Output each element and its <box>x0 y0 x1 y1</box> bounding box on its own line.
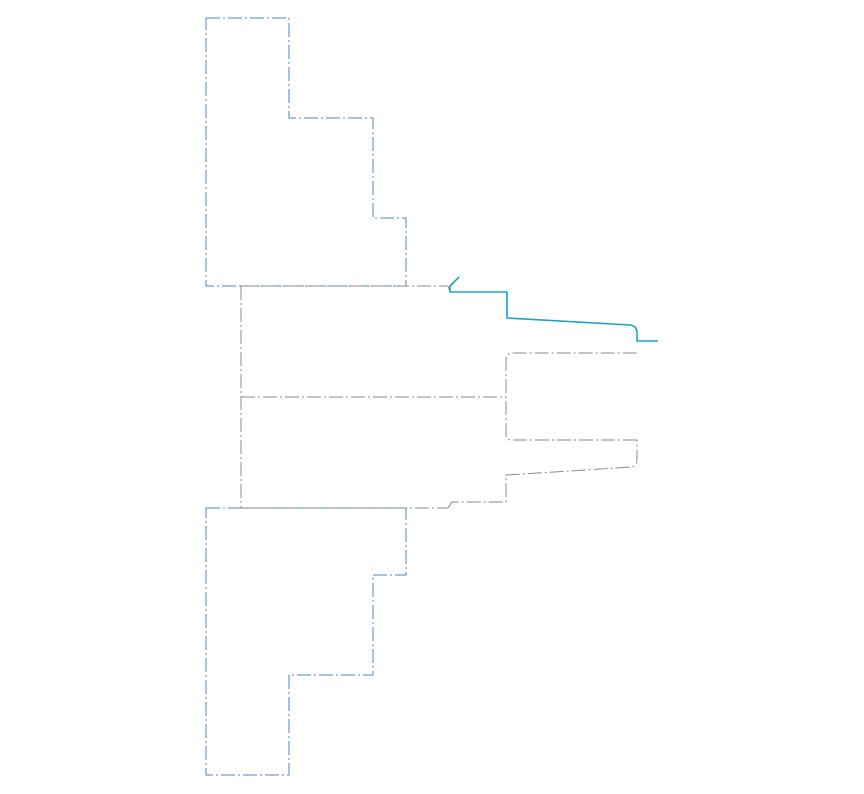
part-profile-lower <box>447 440 638 509</box>
finishing-toolpath <box>449 276 658 342</box>
bore-profile <box>505 352 637 441</box>
stock-block <box>240 285 448 509</box>
chuck-jaw-lower <box>205 507 407 776</box>
chuck-jaw-upper <box>205 17 407 287</box>
